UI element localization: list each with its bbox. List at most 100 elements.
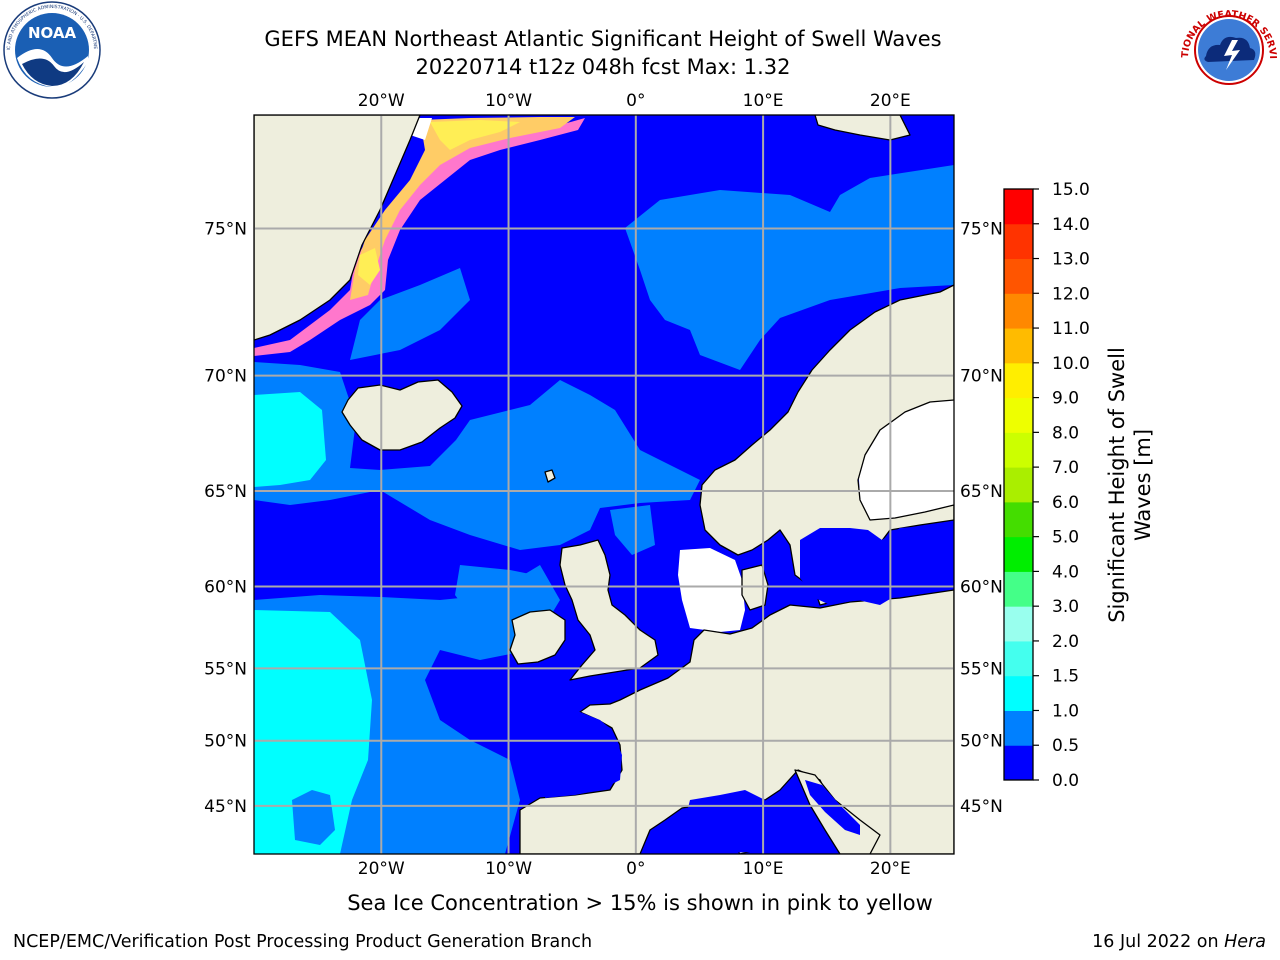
continental-europe-land [519, 589, 954, 854]
lat-tick-label-right: 45°N [960, 797, 1003, 817]
chart-title: GEFS MEAN Northeast Atlantic Significant… [264, 27, 942, 51]
colorbar-label-line: Waves [m] [1131, 429, 1155, 541]
colorbar-tick-label: 11.0 [1052, 319, 1090, 339]
swell-bin-1.0-1.5-region [254, 392, 326, 487]
lat-tick-label-left: 60°N [204, 577, 247, 597]
colorbar-tick-label: 2.0 [1052, 632, 1079, 652]
lat-tick-label-left: 75°N [204, 219, 247, 239]
colorbar-bin [1004, 710, 1033, 746]
colorbar-tick-label: 4.0 [1052, 562, 1079, 582]
date-text: 16 Jul 2022 on [1092, 932, 1219, 952]
colorbar-bin [1004, 467, 1033, 503]
colorbar-bin [1004, 536, 1033, 572]
colorbar-tick-label: 3.0 [1052, 597, 1079, 617]
colorbar-frame [1003, 188, 1034, 781]
sea-ice-region [430, 120, 520, 150]
lon-tick-label-top: 20°E [870, 91, 911, 111]
svalbard-land [814, 115, 911, 141]
lon-tick-label-bottom: 0° [626, 859, 645, 879]
colorbar-bin [1004, 189, 1033, 225]
colorbar-bin [1004, 362, 1033, 399]
colorbar-bin [1004, 293, 1033, 329]
colorbar-tick-label: 12.0 [1052, 284, 1090, 304]
colorbar-tick-label: 7.0 [1052, 458, 1079, 478]
colorbar-tick-label: 14.0 [1052, 215, 1090, 235]
colorbar-tick-label: 0.0 [1052, 771, 1079, 791]
colorbar-bin [1004, 640, 1033, 677]
map-tick-labels: 20°W 20°W 10°W 10°W 0° 0° 10°E 10°E 20°E 20°E 75°N… [204, 91, 1003, 879]
colorbar-bin [1004, 675, 1033, 711]
colorbar-tick-label: 6.0 [1052, 493, 1079, 513]
colorbar-tick-label: 15.0 [1052, 180, 1090, 200]
sea-ice-region [350, 117, 575, 300]
colorbar-bin [1004, 328, 1033, 364]
colorbar: 0.0 0.5 1.0 1.5 2.0 3.0 4.0 5.0 6.0 7.0 8.0 9.0 10.0… [1003, 180, 1155, 791]
noaa-logo-icon: NOAA NATIONAL OCEANIC AND ATMOSPHERIC AD… [0, 0, 101, 99]
lat-tick-label-right: 65°N [960, 482, 1003, 502]
noaa-logo-text: NOAA [28, 24, 77, 42]
colorbar-tick-label: 8.0 [1052, 423, 1079, 443]
lon-tick-label-top: 10°W [485, 91, 532, 111]
credit-text: NCEP/EMC/Verification Post Processing Pr… [13, 932, 593, 952]
lat-tick-label-right: 55°N [960, 659, 1003, 679]
swell-bin-1.0-1.5-region [254, 610, 372, 854]
colorbar-bin [1004, 571, 1033, 607]
lat-tick-label-left: 65°N [204, 482, 247, 502]
colorbar-tick-label: 5.0 [1052, 528, 1079, 548]
lat-tick-label-left: 70°N [204, 367, 247, 387]
colorbar-label: Significant Height of SwellWaves [m] [1105, 347, 1155, 623]
colorbar-bin [1004, 432, 1033, 468]
swell-bin-0.5-1.0-region [254, 362, 700, 550]
colorbar-label-line: Significant Height of Swell [1105, 347, 1129, 623]
colorbar-bin [1004, 606, 1033, 642]
iceland-land [341, 379, 463, 451]
lon-tick-label-bottom: 10°E [743, 859, 784, 879]
lat-tick-label-right: 70°N [960, 367, 1003, 387]
faroe-land [544, 469, 556, 483]
lon-tick-label-top: 20°W [358, 91, 405, 111]
lon-tick-label-bottom: 10°W [485, 859, 532, 879]
no-data-region [678, 548, 745, 632]
graticule [254, 115, 954, 854]
swell-bin-0.5-1.0-region [610, 505, 655, 555]
lon-tick-label-top: 10°E [743, 91, 784, 111]
lat-tick-label-right: 50°N [960, 732, 1003, 752]
colorbar-bin [1004, 397, 1033, 433]
lat-tick-label-right: 75°N [960, 219, 1003, 239]
lat-tick-label-left: 50°N [204, 732, 247, 752]
colorbar-tick-label: 0.5 [1052, 736, 1079, 756]
sea-ice-region [358, 248, 380, 285]
host-name: Hera [1224, 932, 1266, 952]
swell-bin-0.5-1.0-region [455, 565, 535, 615]
swell-bin-0-0.5-biscay [545, 700, 622, 798]
swell-bin-0.5-1.0-region [292, 790, 335, 845]
swell-bin-0.5-1.0-region [625, 165, 954, 370]
swell-bin-0-0.5-baltic [800, 526, 950, 605]
colorbar-tick-label: 13.0 [1052, 250, 1090, 270]
denmark-land [741, 564, 769, 611]
nws-logo-icon: NATIONAL WEATHER SERVICE [1178, 0, 1278, 97]
ireland-land [509, 609, 566, 665]
lat-tick-label-left: 55°N [204, 659, 247, 679]
swell-bin-0-0.5-adriatic [805, 780, 860, 835]
swell-height-field [254, 115, 954, 854]
chart-subtitle: 20220714 t12z 048h fcst Max: 1.32 [415, 55, 791, 79]
lat-tick-label-right: 60°N [960, 577, 1003, 597]
lon-tick-label-bottom: 20°W [358, 859, 405, 879]
sea-ice-note: Sea Ice Concentration > 15% is shown in … [347, 891, 933, 915]
date-stamp: 16 Jul 2022 on Hera [1092, 932, 1266, 952]
lon-tick-label-bottom: 20°E [870, 859, 911, 879]
lon-tick-label-top: 0° [626, 91, 645, 111]
colorbar-bin [1004, 223, 1033, 260]
lat-tick-label-left: 45°N [204, 797, 247, 817]
colorbar-tick-label: 10.0 [1052, 354, 1090, 374]
colorbar-tick-label: 1.0 [1052, 701, 1079, 721]
map-frame [253, 114, 955, 855]
colorbar-bin [1004, 258, 1033, 294]
colorbar-bin [1004, 501, 1033, 538]
colorbar-tick-label: 1.5 [1052, 667, 1079, 687]
colorbar-bin [1004, 745, 1033, 781]
colorbar-tick-label: 9.0 [1052, 389, 1079, 409]
swell-bin-0.5-1.0-region [350, 268, 470, 360]
